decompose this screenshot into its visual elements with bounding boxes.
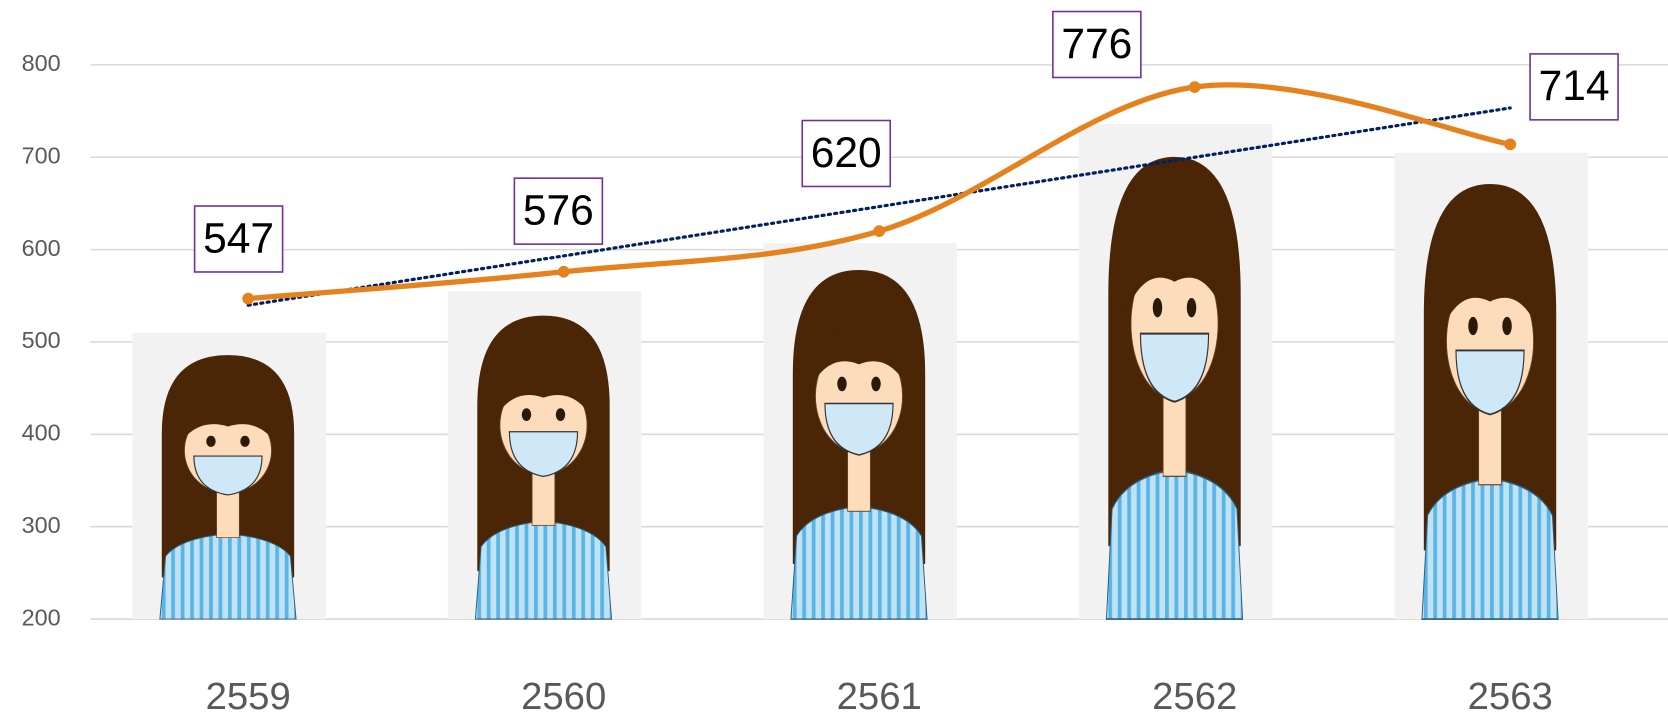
bangs (1440, 252, 1540, 333)
eye (555, 408, 566, 422)
shirt (1421, 477, 1559, 620)
marker (1188, 81, 1201, 93)
y-tick-label: 500 (22, 327, 61, 353)
marker (873, 225, 886, 237)
bangs (809, 325, 909, 389)
pictograph (790, 270, 928, 620)
eye (837, 376, 847, 392)
lines (242, 81, 1517, 307)
trendline (246, 106, 1512, 307)
data-label-box (1052, 10, 1142, 79)
marker (242, 292, 255, 305)
x-tick-label: 2563 (1468, 675, 1553, 718)
y-tick-label: 600 (22, 235, 61, 261)
eye (206, 435, 216, 447)
y-tick-label: 700 (22, 142, 61, 168)
pictograph (1421, 184, 1559, 620)
pictograph (159, 355, 297, 620)
data-label-box (1529, 53, 1619, 121)
eye (240, 435, 250, 447)
mask (193, 455, 263, 496)
grid: 200 300 400 500 600 700 800 2559 2560 2561 2562 256… (22, 50, 1668, 718)
labels: 547 576 620 776 714 (193, 10, 1619, 273)
bangs (1125, 229, 1224, 315)
x-tick-label: 2560 (521, 675, 606, 718)
shirt (1105, 469, 1244, 620)
y-tick-label: 800 (22, 50, 61, 76)
data-label-box (513, 177, 604, 245)
x-tick-label: 2562 (1152, 675, 1237, 718)
eye (1502, 316, 1512, 336)
eye (1152, 297, 1163, 318)
bangs (494, 363, 593, 419)
bars (132, 123, 1588, 620)
mask (824, 402, 894, 456)
mask (1139, 332, 1210, 403)
shirt (474, 520, 613, 620)
pictograph (1105, 156, 1244, 620)
y-tick-label: 300 (22, 512, 61, 538)
eye (1468, 316, 1478, 336)
data-label: 547 (203, 214, 274, 262)
data-label-box (801, 119, 892, 188)
data-label: 576 (523, 187, 594, 235)
mask (1455, 349, 1525, 416)
y-tick-label: 200 (22, 604, 61, 630)
eye (1186, 297, 1197, 318)
pictograph (474, 315, 613, 620)
x-tick-label: 2559 (206, 675, 291, 718)
marker (557, 265, 570, 278)
mask (508, 431, 579, 478)
x-tick-label: 2561 (837, 675, 922, 718)
shirt (159, 533, 297, 620)
eye (521, 408, 532, 422)
shirt (790, 505, 928, 620)
bangs (178, 396, 278, 445)
data-label: 714 (1539, 62, 1610, 110)
data-label: 620 (811, 129, 882, 177)
y-tick-label: 400 (22, 420, 61, 446)
data-label: 776 (1061, 20, 1132, 68)
eye (871, 376, 881, 392)
marker (1504, 138, 1517, 151)
data-label-box (193, 205, 284, 273)
